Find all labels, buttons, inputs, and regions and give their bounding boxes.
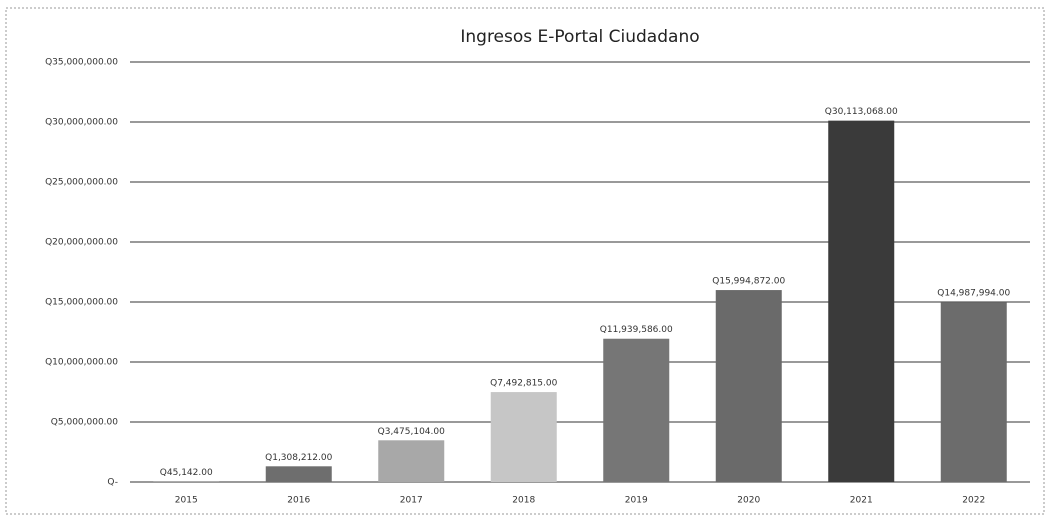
- y-tick-label: Q20,000,000.00: [45, 238, 118, 248]
- data-label: Q11,939,586.00: [600, 325, 673, 335]
- x-tick-label: 2018: [512, 496, 535, 506]
- x-tick-label: 2015: [175, 496, 198, 506]
- bar: [715, 290, 782, 482]
- data-label: Q45,142.00: [160, 468, 213, 478]
- y-tick-label: Q10,000,000.00: [45, 358, 118, 368]
- data-label: Q1,308,212.00: [265, 453, 332, 463]
- bar: [828, 120, 895, 482]
- bar: [265, 466, 332, 482]
- y-tick-label: Q15,000,000.00: [45, 298, 118, 308]
- y-tick-label: Q25,000,000.00: [45, 178, 118, 188]
- y-tick-label: Q-: [107, 478, 118, 488]
- data-label: Q15,994,872.00: [712, 277, 785, 287]
- data-label: Q14,987,994.00: [937, 289, 1010, 299]
- x-tick-label: 2021: [850, 496, 873, 506]
- chart-title: Ingresos E-Portal Ciudadano: [460, 27, 699, 47]
- x-tick-label: 2022: [962, 496, 985, 506]
- x-tick-label: 2017: [400, 496, 423, 506]
- data-label: Q7,492,815.00: [490, 379, 557, 389]
- data-label: Q30,113,068.00: [825, 107, 898, 117]
- bar: [378, 440, 445, 482]
- y-tick-label: Q35,000,000.00: [45, 58, 118, 68]
- data-label: Q3,475,104.00: [378, 427, 445, 437]
- y-tick-label: Q5,000,000.00: [51, 418, 118, 428]
- bar: [490, 392, 557, 482]
- x-tick-label: 2020: [737, 496, 760, 506]
- x-tick-label: 2016: [287, 496, 310, 506]
- bar: [603, 338, 670, 482]
- bar: [153, 481, 220, 482]
- bar: [940, 302, 1007, 482]
- x-tick-label: 2019: [625, 496, 648, 506]
- y-tick-label: Q30,000,000.00: [45, 118, 118, 128]
